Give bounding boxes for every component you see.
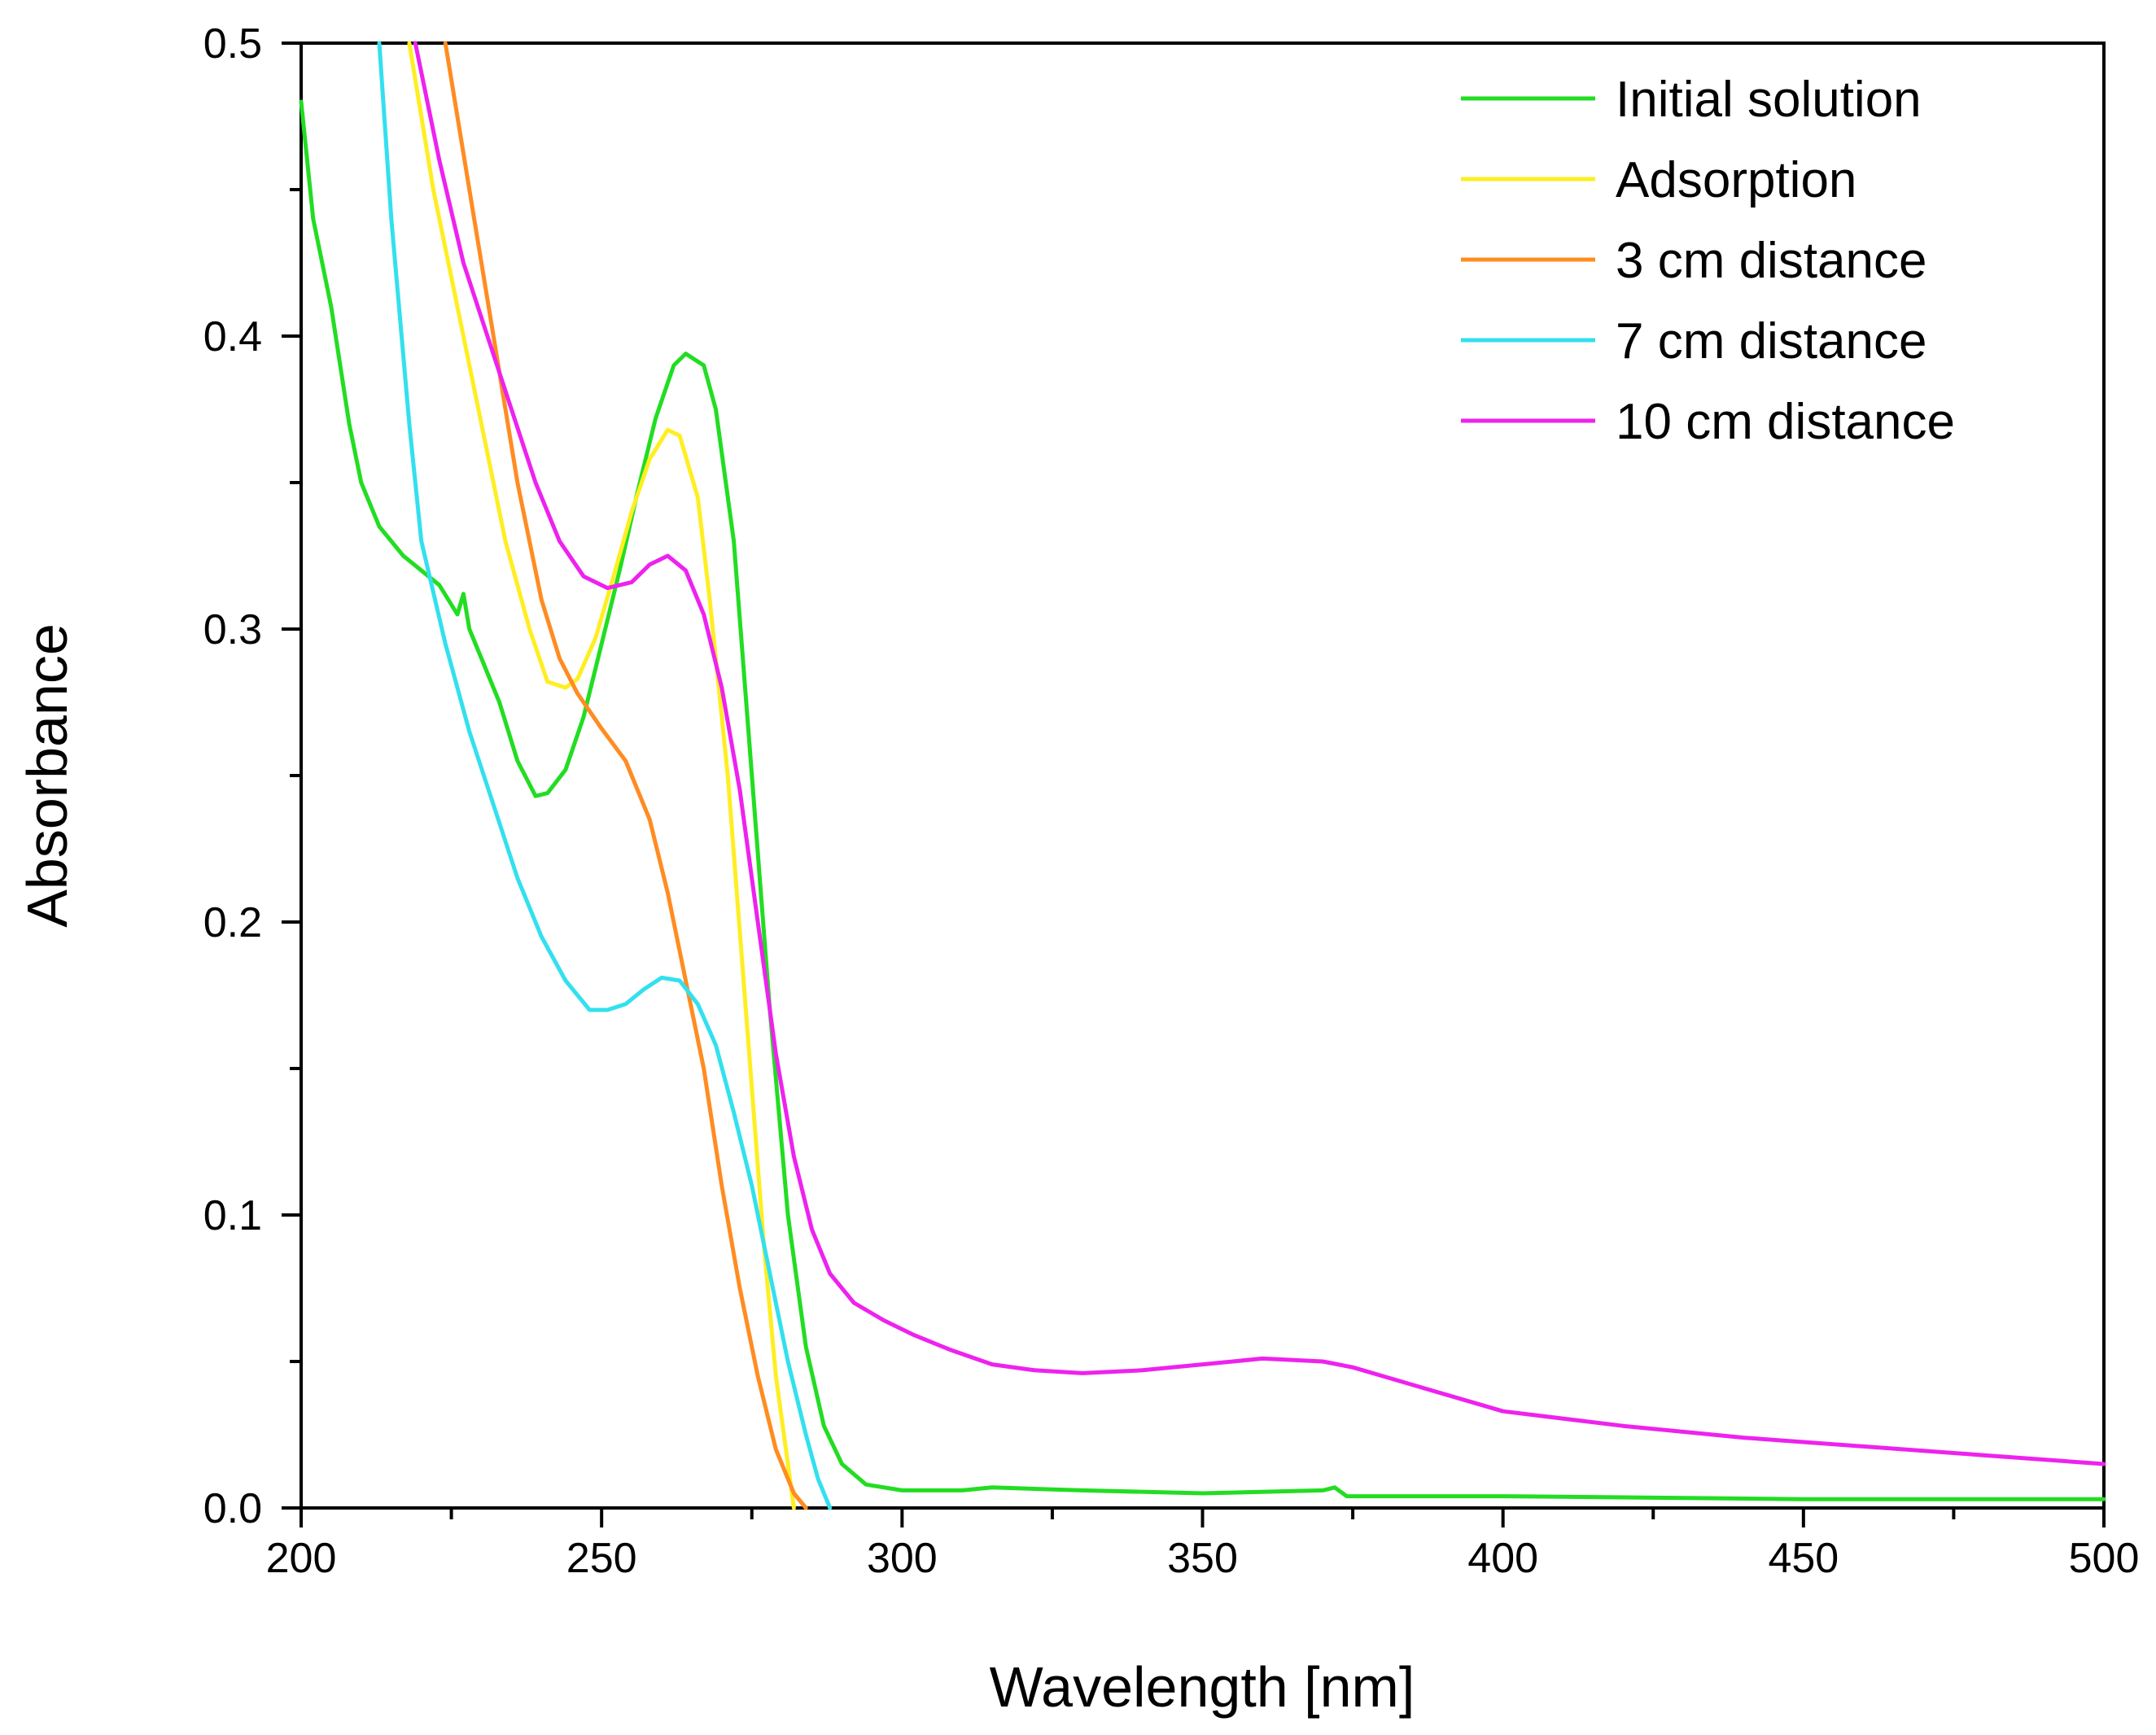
series-line-4 [377,41,833,1510]
x-tick-label: 200 [266,1535,337,1582]
legend: Initial solution Adsorption 3 cm distance 7… [1461,72,1955,450]
series-line-3 [443,41,808,1510]
series-line-1 [299,99,2106,1501]
series-line-2 [407,41,796,1510]
legend-label: 10 cm distance [1616,394,1955,450]
x-tick-label: 350 [1167,1535,1238,1582]
x-tick-label: 400 [1467,1535,1538,1582]
y-tick-label: 0.1 [203,1192,262,1239]
x-axis-title: Wavelength [nm] [990,1655,1415,1719]
y-tick-label: 0.5 [203,20,262,68]
x-tick-label: 300 [867,1535,938,1582]
x-tick-label: 450 [1768,1535,1839,1582]
x-tick-label: 500 [2069,1535,2140,1582]
y-tick-label: 0.0 [203,1485,262,1532]
series-line-5 [413,41,2106,1466]
legend-label: Adsorption [1616,152,1856,208]
legend-label: 7 cm distance [1616,313,1927,369]
y-tick-label: 0.3 [203,606,262,653]
y-tick-label: 0.4 [203,313,262,361]
legend-label: Initial solution [1616,72,1922,128]
y-axis-title: Absorbance [15,623,79,928]
x-tick-label: 250 [566,1535,637,1582]
y-tick-label: 0.2 [203,899,262,946]
legend-label: 3 cm distance [1616,233,1927,289]
